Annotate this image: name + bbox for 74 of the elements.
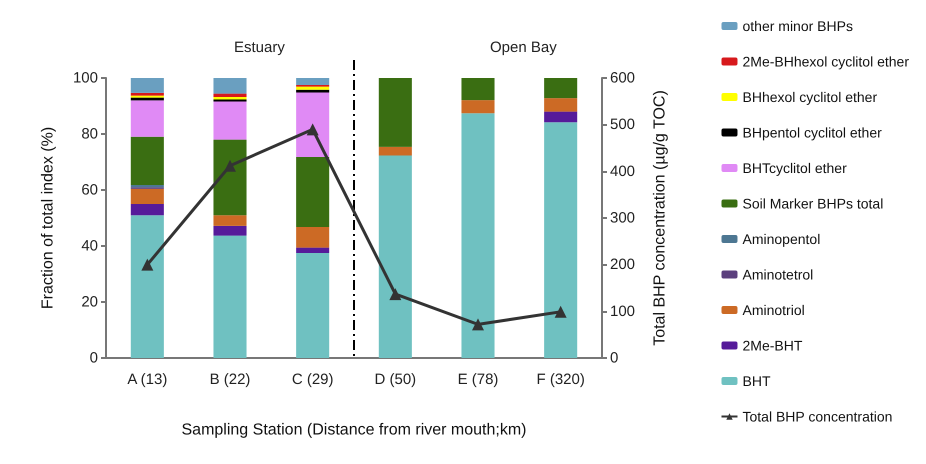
legend-label: Aminotriol — [742, 302, 805, 318]
legend-label: Soil Marker BHPs total — [742, 196, 884, 212]
y-axis-title: Fraction of total index (%) — [40, 126, 56, 310]
bar — [213, 94, 247, 98]
y-tick-label: 40 — [81, 238, 98, 254]
bar — [296, 156, 330, 227]
x-tick-label: E (78) — [458, 371, 498, 388]
bar — [213, 102, 247, 140]
y-tick-label: 20 — [81, 294, 98, 310]
y2-tick-label: 200 — [610, 256, 636, 274]
x-tick-label: C (29) — [292, 371, 334, 388]
bar — [213, 236, 247, 358]
legend-label: Aminotetrol — [742, 266, 814, 282]
point — [554, 306, 567, 318]
bar — [213, 78, 247, 94]
legend-label: 2Me-BHT — [742, 338, 803, 354]
bar — [296, 86, 330, 90]
bar — [213, 215, 247, 226]
x-tick-label: B (22) — [210, 371, 250, 388]
bar — [378, 146, 412, 156]
legend-label: BHhexol cyclitol ether — [742, 89, 878, 105]
bar — [461, 78, 495, 100]
bar — [130, 78, 164, 93]
bar — [213, 140, 247, 216]
legend-label: 2Me-BHhexol cyclitol ether — [742, 54, 910, 70]
bar — [296, 92, 330, 157]
bar — [130, 100, 164, 137]
y-tick-label: 100 — [72, 70, 98, 86]
bar — [296, 248, 330, 253]
y2-tick-label: 100 — [610, 302, 636, 320]
bar — [130, 98, 164, 100]
bar — [213, 226, 247, 236]
bar — [130, 188, 164, 204]
point — [306, 123, 319, 136]
text: Estuary — [234, 39, 286, 56]
x-axis-title: Sampling Station (Distance from river mouth;km) — [182, 422, 526, 438]
point — [224, 160, 236, 172]
legend-label: BHT — [742, 373, 771, 389]
point — [389, 288, 402, 300]
bar — [544, 112, 578, 122]
bar — [130, 136, 164, 185]
legend-label: other minor BHPs — [742, 18, 853, 34]
y-tick-label: 60 — [81, 182, 98, 198]
bar — [296, 226, 330, 248]
x-tick-label: F (320) — [536, 371, 585, 388]
bar — [544, 78, 578, 98]
y-tick-label: 0 — [90, 350, 98, 366]
y2-tick-label: 600 — [610, 70, 636, 86]
bar — [544, 122, 578, 358]
bar — [461, 100, 495, 114]
point — [472, 318, 484, 330]
bar — [378, 78, 412, 147]
bar — [544, 98, 578, 112]
legend-label: BHTcyclitol ether — [742, 160, 848, 176]
y2-tick-label: 0 — [610, 350, 618, 366]
y2-tick-label: 500 — [610, 116, 636, 134]
legend-label: BHpentol cyclitol ether — [742, 124, 882, 140]
x-tick-label: A (13) — [127, 371, 168, 388]
text: Open Bay — [490, 39, 558, 56]
bar — [461, 113, 495, 358]
bar — [378, 156, 412, 358]
bar — [213, 97, 247, 100]
legend-label: Aminopentol — [742, 231, 820, 247]
y2-axis-title: Total BHP concentration (µg/g TOC) — [652, 90, 668, 346]
y-tick-label: 80 — [81, 126, 98, 142]
y2-tick-label: 300 — [610, 210, 636, 226]
y2-tick-label: 400 — [610, 162, 636, 180]
bar — [130, 215, 164, 358]
x-tick-label: D (50) — [374, 371, 416, 388]
bar — [130, 204, 164, 216]
legend-label: Total BHP concentration — [742, 408, 892, 424]
bar — [296, 78, 330, 85]
bar — [296, 253, 330, 358]
point — [141, 258, 154, 271]
